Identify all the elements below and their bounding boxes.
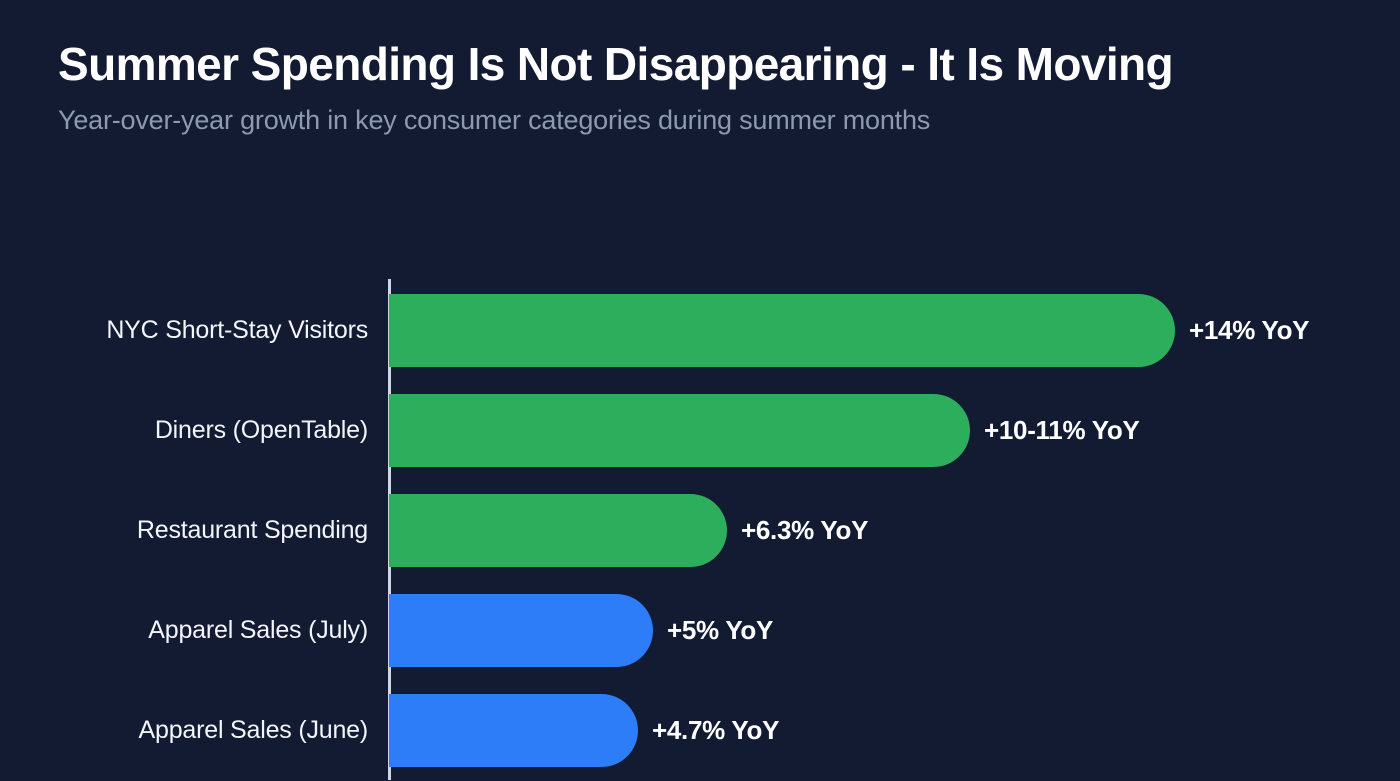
bar-chart-plot-area: NYC Short-Stay Visitors +14% YoY Diners (O… [0,279,1400,781]
chart-header: Summer Spending Is Not Disappearing - It… [58,38,1348,136]
bar-track: +5% YoY [389,594,774,668]
page-title: Summer Spending Is Not Disappearing - It… [58,38,1174,90]
bar-value-label: +5% YoY [667,615,774,646]
bar-track: +14% YoY [389,294,1310,368]
bar [389,694,638,768]
bar [389,294,1175,368]
bar [389,394,970,468]
bar-category-label: Apparel Sales (June) [138,716,369,745]
bar-track: +4.7% YoY [389,694,780,768]
bar-category-label: Apparel Sales (July) [148,616,368,645]
bar-value-label: +4.7% YoY [652,715,780,746]
bar-category-label: Restaurant Spending [136,516,368,545]
bar-category-label: Diners (OpenTable) [154,416,368,445]
bar-row: NYC Short-Stay Visitors +14% YoY [0,294,1400,368]
bar-row: Apparel Sales (June) +4.7% YoY [0,694,1400,768]
bar-row: Restaurant Spending +6.3% YoY [0,494,1400,568]
bar-value-label: +6.3% YoY [741,515,869,546]
bar-category-label: NYC Short-Stay Visitors [106,316,368,345]
bar-rows: NYC Short-Stay Visitors +14% YoY Diners (O… [0,279,1400,780]
bar-track: +6.3% YoY [389,494,869,568]
chart-subtitle: Year-over-year growth in key consumer ca… [58,104,931,135]
bar-track: +10-11% YoY [389,394,1140,468]
bar-value-label: +10-11% YoY [984,415,1140,446]
bar [389,494,727,568]
bar [389,594,653,668]
bar-value-label: +14% YoY [1189,315,1310,346]
bar-row: Diners (OpenTable) +10-11% YoY [0,394,1400,468]
bar-row: Apparel Sales (July) +5% YoY [0,594,1400,668]
